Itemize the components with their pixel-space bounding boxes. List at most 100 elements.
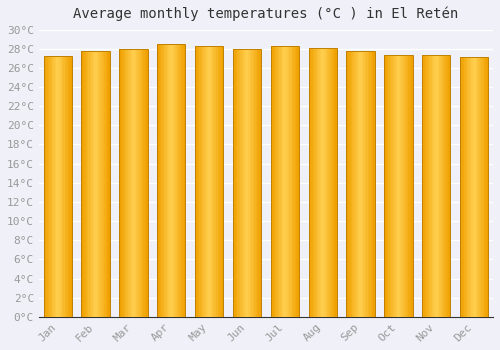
- Bar: [398, 55, 400, 317]
- Bar: [463, 57, 464, 317]
- Bar: [270, 46, 299, 317]
- Bar: [142, 49, 144, 317]
- Bar: [258, 49, 260, 317]
- Bar: [364, 51, 365, 317]
- Bar: [215, 46, 216, 317]
- Bar: [486, 57, 487, 317]
- Bar: [288, 46, 289, 317]
- Bar: [200, 46, 202, 317]
- Bar: [160, 44, 162, 317]
- Bar: [272, 46, 274, 317]
- Bar: [355, 51, 356, 317]
- Bar: [296, 46, 298, 317]
- Bar: [322, 48, 324, 317]
- Bar: [429, 55, 430, 317]
- Bar: [476, 57, 477, 317]
- Bar: [285, 46, 286, 317]
- Bar: [406, 55, 407, 317]
- Bar: [374, 51, 375, 317]
- Bar: [292, 46, 294, 317]
- Bar: [124, 49, 125, 317]
- Bar: [290, 46, 292, 317]
- Bar: [54, 56, 55, 317]
- Bar: [145, 49, 146, 317]
- Bar: [312, 48, 313, 317]
- Bar: [214, 46, 215, 317]
- Bar: [162, 44, 163, 317]
- Bar: [424, 55, 425, 317]
- Bar: [368, 51, 369, 317]
- Bar: [164, 44, 166, 317]
- Bar: [252, 49, 254, 317]
- Bar: [240, 49, 242, 317]
- Bar: [270, 46, 272, 317]
- Bar: [48, 56, 49, 317]
- Bar: [218, 46, 219, 317]
- Bar: [411, 55, 412, 317]
- Bar: [462, 57, 463, 317]
- Bar: [278, 46, 279, 317]
- Bar: [289, 46, 290, 317]
- Bar: [332, 48, 334, 317]
- Bar: [107, 51, 108, 317]
- Bar: [478, 57, 480, 317]
- Bar: [317, 48, 318, 317]
- Bar: [222, 46, 224, 317]
- Bar: [308, 48, 310, 317]
- Bar: [237, 49, 238, 317]
- Bar: [428, 55, 429, 317]
- Bar: [64, 56, 65, 317]
- Bar: [445, 55, 446, 317]
- Bar: [212, 46, 214, 317]
- Bar: [274, 46, 275, 317]
- Bar: [352, 51, 354, 317]
- Bar: [384, 55, 412, 317]
- Bar: [198, 46, 199, 317]
- Bar: [369, 51, 370, 317]
- Bar: [446, 55, 448, 317]
- Bar: [346, 51, 375, 317]
- Bar: [404, 55, 406, 317]
- Bar: [449, 55, 450, 317]
- Bar: [422, 55, 450, 317]
- Bar: [206, 46, 208, 317]
- Bar: [208, 46, 209, 317]
- Bar: [250, 49, 252, 317]
- Bar: [238, 49, 240, 317]
- Bar: [246, 49, 247, 317]
- Bar: [346, 51, 348, 317]
- Bar: [52, 56, 54, 317]
- Bar: [184, 44, 186, 317]
- Bar: [58, 56, 59, 317]
- Bar: [320, 48, 322, 317]
- Bar: [60, 56, 62, 317]
- Bar: [205, 46, 206, 317]
- Bar: [327, 48, 328, 317]
- Bar: [370, 51, 372, 317]
- Bar: [210, 46, 212, 317]
- Bar: [365, 51, 366, 317]
- Bar: [275, 46, 276, 317]
- Bar: [440, 55, 442, 317]
- Bar: [234, 49, 235, 317]
- Bar: [286, 46, 288, 317]
- Bar: [467, 57, 468, 317]
- Bar: [360, 51, 362, 317]
- Bar: [276, 46, 278, 317]
- Bar: [386, 55, 387, 317]
- Bar: [408, 55, 410, 317]
- Bar: [68, 56, 69, 317]
- Bar: [358, 51, 359, 317]
- Bar: [397, 55, 398, 317]
- Bar: [334, 48, 336, 317]
- Bar: [256, 49, 257, 317]
- Bar: [139, 49, 140, 317]
- Bar: [69, 56, 70, 317]
- Bar: [181, 44, 182, 317]
- Bar: [166, 44, 167, 317]
- Bar: [177, 44, 178, 317]
- Bar: [407, 55, 408, 317]
- Bar: [90, 51, 92, 317]
- Bar: [298, 46, 299, 317]
- Bar: [168, 44, 170, 317]
